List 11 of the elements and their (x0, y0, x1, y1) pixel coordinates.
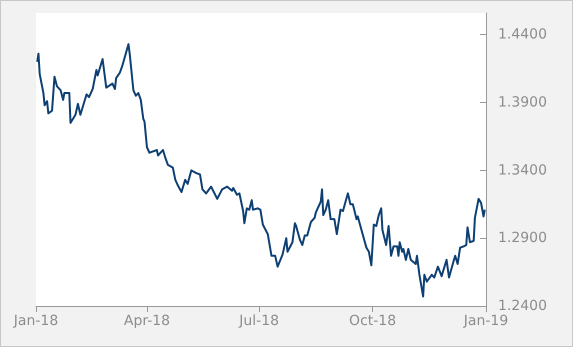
x-tick-label: Apr-18 (124, 313, 170, 329)
x-tick-label: Jul-18 (238, 313, 280, 329)
x-tick-label: Jan-19 (462, 313, 508, 329)
line-series (36, 43, 486, 298)
y-tick-label: 1.4400 (498, 26, 547, 43)
y-tick-label: 1.3400 (498, 162, 547, 178)
y-tick-label: 1.3900 (498, 94, 547, 111)
y-tick-label: 1.2900 (498, 230, 547, 246)
x-tick-label: Jan-18 (12, 313, 58, 329)
x-tick-label: Oct-18 (349, 313, 396, 329)
y-tick-label: 1.2400 (498, 298, 547, 314)
